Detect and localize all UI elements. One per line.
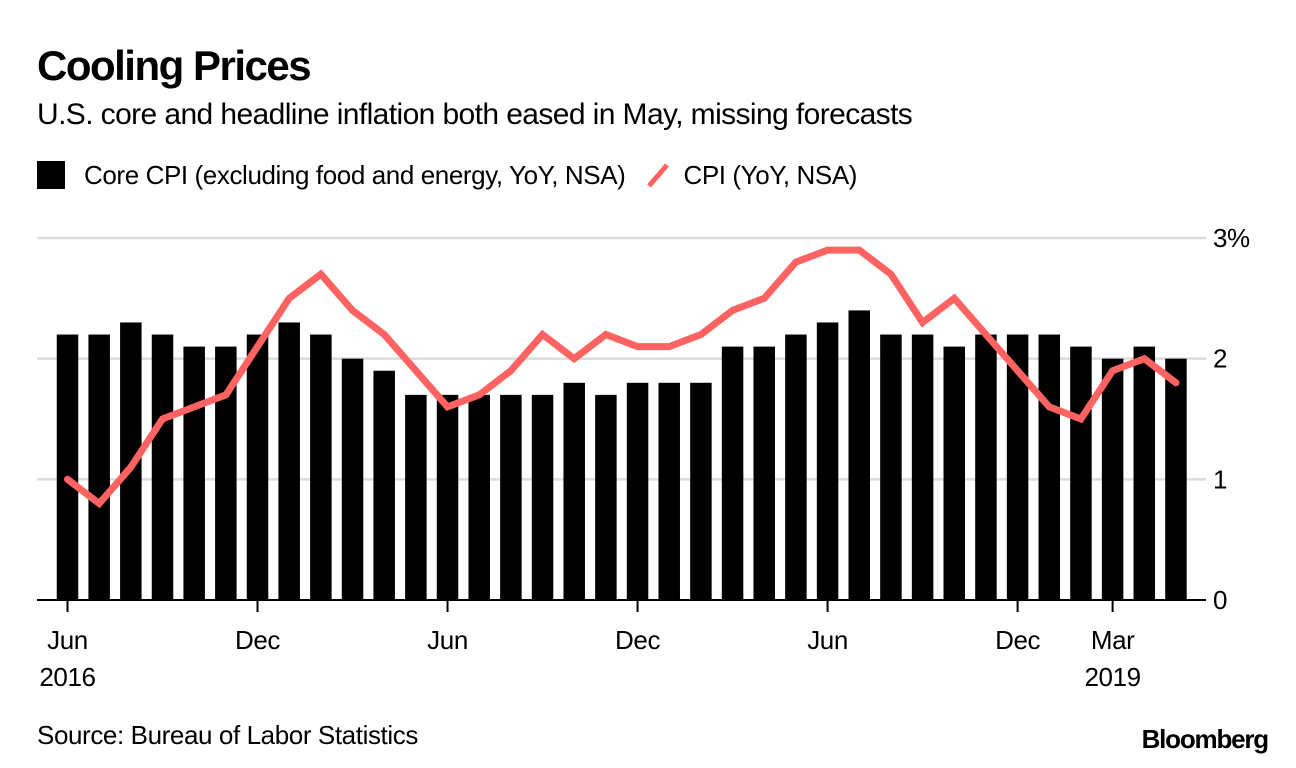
source-note: Source: Bureau of Labor Statistics: [37, 720, 418, 750]
legend: Core CPI (excluding food and energy, YoY…: [37, 155, 875, 195]
core-cpi-bar: [405, 394, 427, 600]
core-cpi-bars: [56, 310, 1187, 600]
core-cpi-bar: [1133, 346, 1156, 600]
chart-subtitle: U.S. core and headline inflation both ea…: [37, 98, 913, 131]
core-cpi-bar: [500, 394, 522, 600]
x-tick-year-label: 2016: [39, 662, 95, 692]
chart-title: Cooling Prices: [37, 42, 312, 89]
core-cpi-bar: [56, 334, 79, 600]
x-tick-label: Jun: [47, 625, 88, 655]
core-cpi-bar: [310, 334, 332, 600]
core-cpi-bar: [753, 346, 775, 600]
core-cpi-bar: [1038, 334, 1061, 600]
y-axis-labels: 0 1 2 3%: [1213, 223, 1250, 615]
y-tick-label: 0: [1213, 585, 1227, 615]
x-tick-label: Jun: [807, 625, 848, 655]
x-axis-labels: Jun 2016 Dec Jun Dec Jun Dec Mar 2019: [39, 625, 1141, 692]
core-cpi-bar: [626, 382, 649, 600]
core-cpi-bar: [911, 334, 934, 600]
legend-label-core-cpi: Core CPI (excluding food and energy, YoY…: [84, 159, 626, 190]
core-cpi-bar: [721, 346, 744, 600]
y-tick-label: 3%: [1213, 223, 1250, 253]
core-cpi-bar: [1070, 346, 1092, 600]
legend-item-cpi: CPI (YoY, NSA): [643, 160, 857, 191]
legend-line-swatch-icon: [643, 160, 673, 190]
core-cpi-bar: [943, 346, 966, 600]
x-tick-label: Dec: [615, 625, 660, 655]
x-tick-label: Dec: [235, 625, 280, 655]
core-cpi-bar: [373, 370, 395, 600]
gridlines: [37, 236, 1206, 481]
legend-item-core-cpi: Core CPI (excluding food and energy, YoY…: [37, 159, 626, 191]
x-tick-label: Jun: [427, 625, 468, 655]
cpi-line: [64, 246, 1180, 509]
core-cpi-bar: [436, 394, 459, 600]
legend-label-cpi: CPI (YoY, NSA): [683, 159, 858, 190]
cpi-line-series: [64, 246, 1180, 509]
core-cpi-bar: [1006, 334, 1029, 600]
core-cpi-bar: [468, 394, 490, 600]
core-cpi-bar: [848, 310, 870, 600]
core-cpi-bar: [563, 382, 585, 600]
bloomberg-logo: Bloomberg: [1141, 724, 1270, 754]
core-cpi-bar: [341, 358, 364, 600]
core-cpi-bar: [1165, 358, 1187, 600]
core-cpi-bar: [880, 334, 902, 600]
core-cpi-bar: [88, 334, 110, 600]
core-cpi-bar: [246, 334, 269, 600]
core-cpi-bar: [531, 394, 554, 600]
core-cpi-bar: [595, 394, 617, 600]
y-tick-label: 1: [1213, 464, 1227, 494]
core-cpi-bar: [975, 334, 997, 600]
y-tick-label: 2: [1213, 344, 1227, 374]
core-cpi-bar: [816, 322, 839, 600]
core-cpi-bar: [690, 382, 712, 600]
x-tick-label: Mar: [1091, 625, 1135, 655]
x-tick-year-label: 2019: [1084, 662, 1140, 692]
legend-bar-swatch-icon: [37, 161, 65, 189]
core-cpi-bar: [1101, 358, 1124, 600]
x-tick-label: Dec: [995, 625, 1040, 655]
core-cpi-bar: [658, 382, 680, 600]
core-cpi-bar: [183, 346, 205, 600]
core-cpi-bar: [785, 334, 807, 600]
x-axis: [37, 599, 1206, 612]
core-cpi-bar: [151, 334, 174, 600]
core-cpi-bar: [215, 346, 237, 600]
core-cpi-bar: [278, 322, 300, 600]
